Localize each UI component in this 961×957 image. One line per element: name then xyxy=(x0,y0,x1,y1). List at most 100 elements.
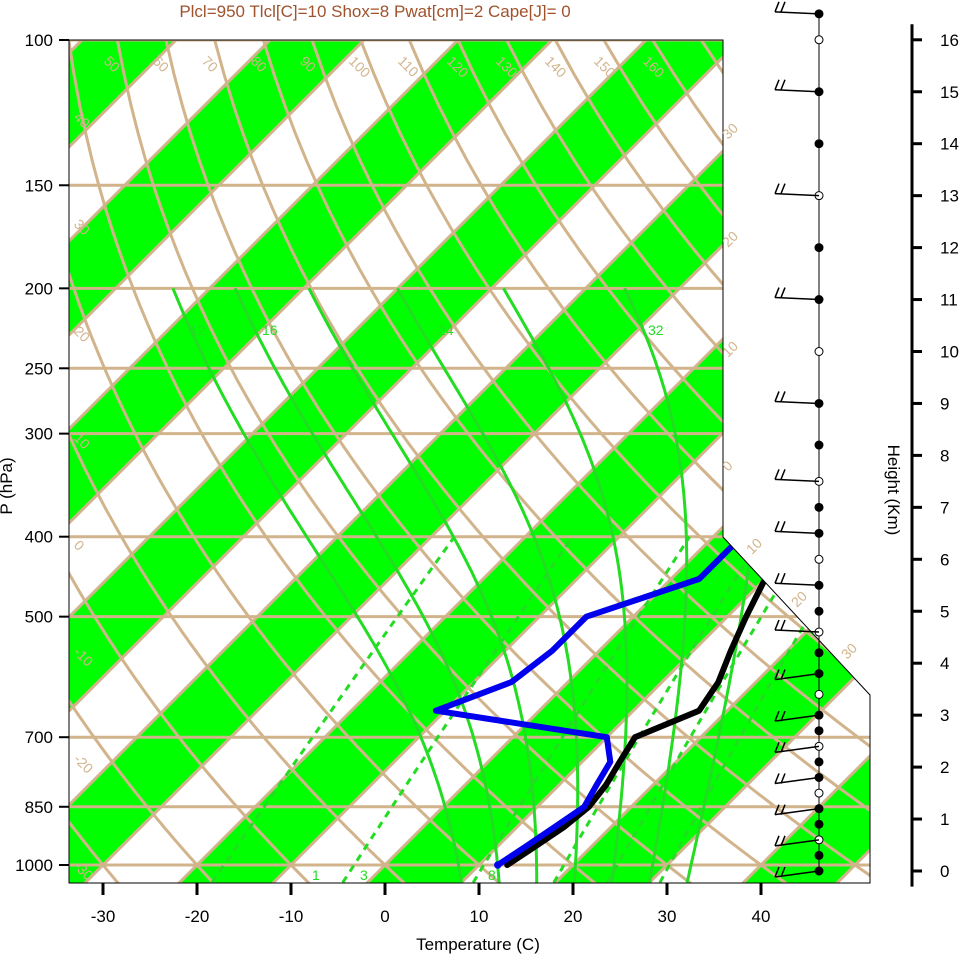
x-tick-label: 20 xyxy=(564,907,583,926)
wind-barb-feather xyxy=(774,79,780,91)
isotherm-label-right: 20 xyxy=(788,588,810,610)
pressure-tick-label: 850 xyxy=(25,798,53,817)
moist-adiabat-line xyxy=(233,287,501,883)
pressure-tick-label: 500 xyxy=(25,608,53,627)
wind-level-dot xyxy=(814,139,824,149)
wind-barb-feather xyxy=(774,1,780,13)
x-tick-label: 10 xyxy=(470,907,489,926)
pressure-tick-label: 100 xyxy=(25,31,53,50)
isotherm-line xyxy=(69,40,591,883)
moist-adiabat-line xyxy=(502,287,629,883)
wind-barb-feather xyxy=(780,391,786,402)
moist-adiabat-line xyxy=(307,287,539,883)
isotherm-label-top: 100 xyxy=(346,53,374,81)
isotherm-line xyxy=(69,40,685,883)
wind-barb-feather xyxy=(780,669,786,680)
wind-barb-feather xyxy=(780,619,786,631)
mixing-ratio-label: 8 xyxy=(488,867,496,883)
wind-barb-feather xyxy=(774,391,780,402)
height-tick-label: 9 xyxy=(940,394,949,413)
wind-level-dot xyxy=(814,606,824,616)
wind-barb-feather xyxy=(780,287,786,298)
wind-barb-column xyxy=(774,1,824,878)
isotherm-label-right: 30 xyxy=(719,120,741,142)
isotherm-line xyxy=(0,2,26,899)
x-tick-label: -20 xyxy=(185,907,210,926)
wind-barb-feather xyxy=(774,773,780,784)
height-tick-label: 3 xyxy=(940,706,949,725)
dry-adiabat-line xyxy=(0,2,35,899)
surface-dewpoint-marker xyxy=(494,861,502,869)
height-tick-label: 13 xyxy=(940,187,959,206)
height-axis-label: Height (Km) xyxy=(884,445,903,536)
mixing-ratio-label: 32 xyxy=(648,322,664,338)
x-tick-label: -10 xyxy=(279,907,304,926)
wind-barb-feather xyxy=(774,866,780,878)
pressure-tick-label: 700 xyxy=(25,728,53,747)
wind-barb-staff xyxy=(774,629,820,633)
wind-barb-feather xyxy=(774,710,780,722)
isotherm-label-right: 10 xyxy=(743,535,765,557)
pressure-tick-label: 1000 xyxy=(15,856,53,875)
wind-barb-feather xyxy=(774,619,780,631)
wind-barb-staff xyxy=(774,745,820,754)
height-tick-label: 8 xyxy=(940,446,949,465)
mixing-ratio-line xyxy=(552,535,763,883)
x-tick-label: 30 xyxy=(658,907,677,926)
plot-border xyxy=(68,39,871,884)
wind-barb-staff xyxy=(774,714,820,722)
wind-level-dot xyxy=(814,554,824,564)
wind-barb-feather xyxy=(780,572,786,584)
dry-adiabat-line xyxy=(69,40,423,883)
dry-adiabat-line xyxy=(157,40,810,883)
x-tick-label: 40 xyxy=(752,907,771,926)
wind-barb-feather xyxy=(774,183,780,194)
isotherm-band xyxy=(162,40,870,883)
isotherm-band xyxy=(69,40,590,883)
wind-barb-staff xyxy=(774,89,820,93)
isotherm-line xyxy=(69,40,870,883)
mixing-ratio-label: 3 xyxy=(360,867,368,883)
isotherm-line xyxy=(69,40,309,883)
isotherm-band xyxy=(69,40,778,883)
wind-barb-feather xyxy=(780,804,786,815)
height-tick-label: 6 xyxy=(940,550,949,569)
wind-level-dot xyxy=(814,788,824,798)
isotherm-label-right: 30 xyxy=(838,640,860,662)
pressure-axis: 100 150 200 250 300 400 500 700 850 1000 xyxy=(15,31,69,875)
x-tick-label: -30 xyxy=(91,907,116,926)
wind-level-dot xyxy=(814,757,824,767)
wind-level-dot xyxy=(814,243,824,253)
dewpoint-profile-line xyxy=(432,40,870,868)
isotherm-line xyxy=(69,40,497,883)
isotherm-line xyxy=(161,40,870,883)
dry-adiabat-line xyxy=(69,40,520,883)
height-tick-label: 15 xyxy=(940,83,959,102)
height-tick-label: 1 xyxy=(940,810,949,829)
dry-adiabat-line xyxy=(440,40,870,883)
wind-barb-feather xyxy=(780,79,786,91)
height-tick-label: 10 xyxy=(940,343,959,362)
wind-level-dot xyxy=(814,648,824,658)
dry-adiabat-line xyxy=(251,40,870,883)
isotherm-line xyxy=(69,40,779,883)
mixing-ratio-label: 24 xyxy=(438,322,454,338)
wind-barb-feather xyxy=(780,710,786,722)
isotherm-line xyxy=(69,40,403,883)
x-tick-label: 0 xyxy=(380,907,389,926)
wind-barb-feather xyxy=(780,1,786,13)
height-tick-label: 12 xyxy=(940,239,959,258)
wind-level-dot xyxy=(814,819,824,829)
mixing-ratio-label: 12 xyxy=(190,322,206,338)
x-axis-label: Temperature (C) xyxy=(416,935,540,954)
wind-barb-staff xyxy=(774,400,820,405)
wind-barb-feather xyxy=(780,742,786,753)
wind-barb-staff xyxy=(774,530,820,535)
wind-level-dot xyxy=(814,726,824,736)
height-tick-label: 4 xyxy=(940,654,949,673)
pressure-tick-label: 400 xyxy=(25,528,53,547)
dry-adiabat-line xyxy=(69,40,134,883)
wind-barb-feather xyxy=(774,742,780,753)
wind-level-dot xyxy=(814,502,824,512)
